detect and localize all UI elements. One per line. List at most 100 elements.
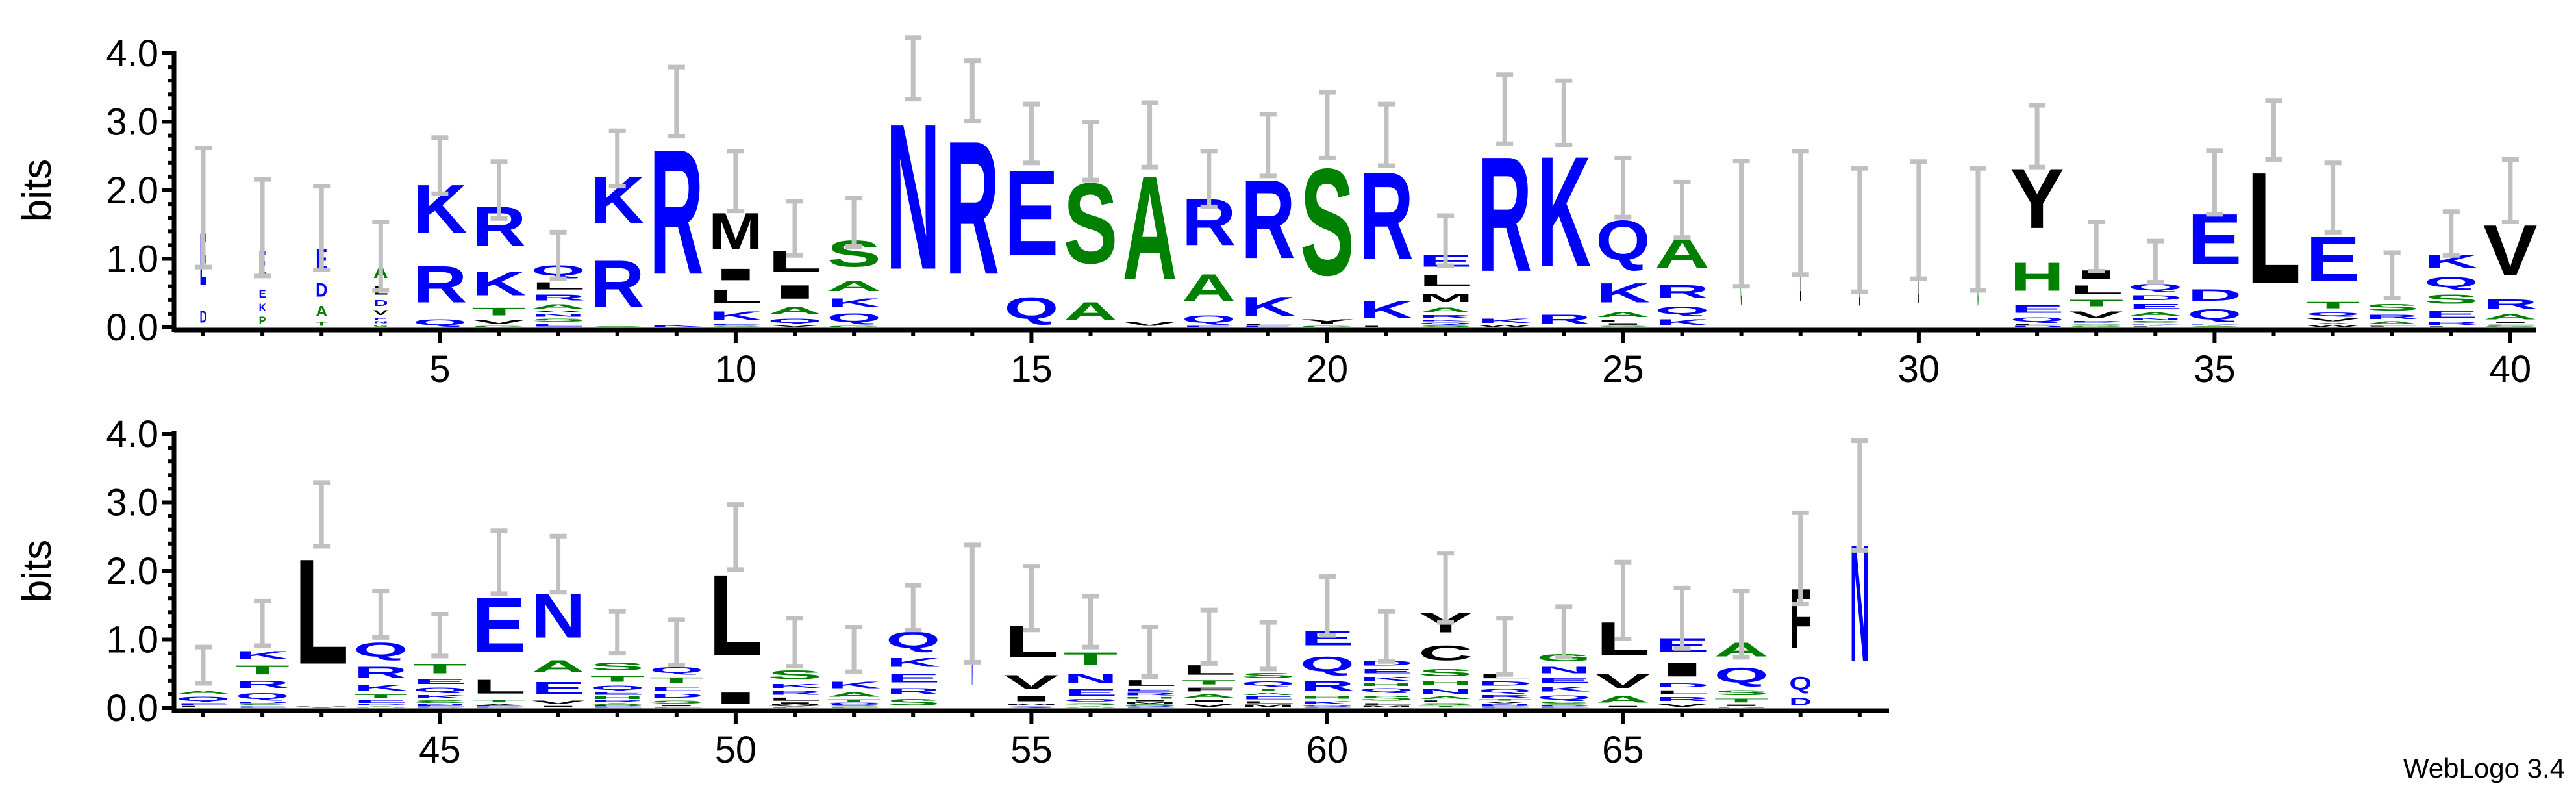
error-bar (845, 196, 863, 249)
logo-letter: S (827, 705, 881, 707)
logo-letter: E (2483, 325, 2538, 326)
logo-letter: S (1418, 325, 1473, 327)
logo-letter: S (1536, 702, 1591, 705)
logo-letter: D (1789, 696, 1812, 707)
error-bar (1200, 149, 1218, 209)
logo-letter: A (1418, 306, 1473, 314)
logo-letter: E (1300, 707, 1355, 708)
error-bar (254, 598, 271, 648)
logo-letter: S (768, 668, 822, 682)
logo-letter: R (768, 690, 822, 696)
logo-letter: Q (2306, 311, 2360, 316)
logo-letter: V (1123, 321, 1177, 327)
logo-letter: W (2306, 325, 2360, 327)
error-bar (786, 199, 803, 258)
logo-letter: K (708, 309, 763, 323)
error-bar (2029, 103, 2046, 170)
error-bar (608, 609, 626, 656)
logo-letter: G (2483, 326, 2538, 327)
logo-letter: I (2069, 268, 2123, 281)
logo-letter: M (1004, 704, 1058, 706)
logo-letter: G (2069, 326, 2123, 327)
logo-letter: Q (1064, 699, 1118, 703)
logo-letter: M (1241, 704, 1295, 708)
logo-letter: K (1359, 296, 1414, 324)
error-bar (1378, 101, 1395, 168)
logo-letter: N (886, 81, 940, 314)
error-bar (372, 589, 390, 640)
logo-letter: L (2128, 326, 2182, 327)
error-bar (1555, 604, 1573, 660)
logo-letter: S (708, 325, 763, 327)
logo-letter: E (1241, 696, 1295, 700)
logo-letter: E (649, 707, 704, 708)
logo-letter: R (235, 678, 290, 690)
logo-letter: Q (768, 318, 822, 324)
error-bar (549, 533, 567, 595)
logo-letter: V (472, 319, 526, 325)
logo-letter: A (1595, 694, 1650, 705)
logo-letter: K (827, 296, 881, 310)
logo-letter: S (412, 700, 467, 704)
logo-letter: Q (412, 318, 467, 327)
logo-letter: R (1655, 696, 1710, 702)
logo-letter: L (176, 705, 231, 708)
error-bar (786, 616, 803, 669)
logo-letter: A (531, 656, 586, 676)
logo-letter: H (2010, 255, 2064, 299)
y-axis-label: bits (15, 159, 60, 222)
logo-letter: S (2069, 325, 2123, 326)
logo-letter: V (2306, 318, 2360, 323)
logo-letter: N (1418, 687, 1473, 695)
logo-letter: T (2128, 325, 2182, 326)
logo-column-2: PKEE (254, 177, 271, 327)
logo-letter: L (2069, 283, 2123, 296)
logo-letter: I (1595, 705, 1650, 708)
logo-letter: V (531, 700, 585, 705)
logo-letter: K (235, 648, 290, 661)
logo-letter: E (472, 705, 527, 707)
error-bar (195, 644, 212, 686)
logo-letter: A (1241, 692, 1295, 696)
logo-letter: F (1182, 687, 1236, 693)
logo-letter: L (472, 676, 527, 698)
logo-column-43: VL (294, 480, 349, 708)
logo-letter: A (590, 703, 645, 705)
logo-letter: Q (235, 692, 290, 701)
logo-letter: G (827, 325, 881, 327)
x-tick-label: 60 (1307, 729, 1349, 771)
logo-column-15: QE (1004, 101, 1058, 325)
logo-letter: E (472, 581, 527, 670)
logo-letter: V (373, 309, 388, 316)
logo-letter: I (1595, 323, 1650, 325)
logo-letter: I (1655, 659, 1710, 681)
y-tick-label: 4.0 (106, 413, 158, 455)
error-bar (1023, 101, 1040, 166)
logo-letter: L (708, 286, 763, 307)
logo-letter: S (590, 326, 645, 327)
logo-letter: L (531, 280, 586, 292)
logo-letter: A (2069, 324, 2123, 325)
logo-letter: Q (353, 639, 408, 661)
logo-letter: E (531, 678, 586, 698)
logo-letter: I (1714, 704, 1769, 707)
logo-letter: V (472, 704, 526, 705)
error-bar (2206, 148, 2223, 217)
error-bar (668, 64, 685, 139)
error-bar (1851, 166, 1868, 294)
logo-letter: L (1241, 324, 1295, 325)
logo-letter: R (590, 700, 645, 703)
logo-column-61: MLSQHKED (1359, 609, 1414, 708)
x-tick-label: 15 (1010, 348, 1053, 390)
logo-letter: I (708, 689, 763, 707)
logo-letter: A (2483, 313, 2538, 321)
logo-letter: N (373, 321, 388, 324)
logo-letter: T (472, 700, 527, 704)
